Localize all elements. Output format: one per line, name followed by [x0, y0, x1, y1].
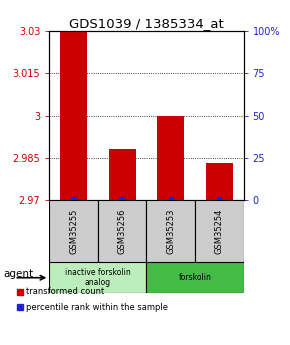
Text: GSM35255: GSM35255 [69, 208, 78, 254]
Text: GSM35253: GSM35253 [166, 208, 175, 254]
Title: GDS1039 / 1385334_at: GDS1039 / 1385334_at [69, 17, 224, 30]
Text: inactive forskolin
analog: inactive forskolin analog [65, 268, 131, 287]
Text: GSM35254: GSM35254 [215, 208, 224, 254]
Bar [146, 262, 244, 293]
Bar [206, 164, 233, 200]
Bar [49, 262, 146, 293]
Bar [157, 116, 184, 200]
Text: forskolin: forskolin [179, 273, 211, 282]
Text: transformed count: transformed count [26, 287, 104, 296]
Bar [109, 149, 135, 200]
Text: GSM35256: GSM35256 [118, 208, 127, 254]
Bar [195, 200, 244, 262]
Bar [146, 200, 195, 262]
Text: agent: agent [3, 269, 33, 279]
Bar [60, 31, 87, 200]
Bar [49, 200, 98, 262]
Text: percentile rank within the sample: percentile rank within the sample [26, 303, 168, 312]
Bar [98, 200, 146, 262]
